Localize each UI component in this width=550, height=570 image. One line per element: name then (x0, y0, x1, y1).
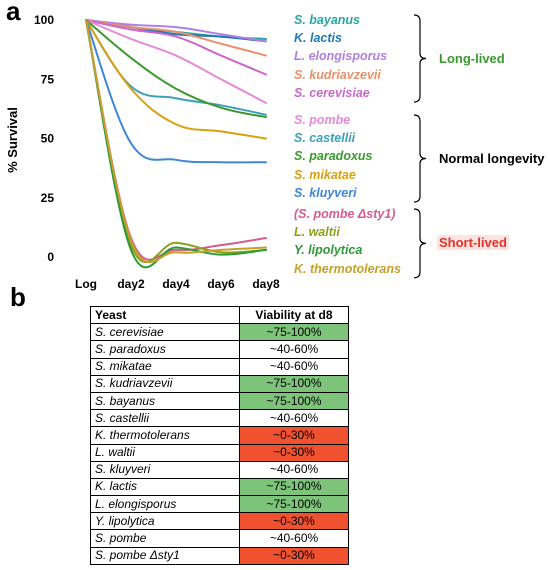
viability-cell: ~75-100% (239, 323, 349, 342)
x-tick-label: day2 (117, 277, 145, 291)
legend-item: S. kluyveri (294, 185, 357, 200)
x-tick-label: day6 (207, 277, 235, 291)
table-row: K. thermotolerans ~0-30% (90, 426, 349, 445)
viability-cell: ~75-100% (239, 477, 349, 497)
viability-cell: ~0-30% (239, 426, 349, 445)
y-tick-label: 75 (41, 72, 55, 86)
table-row: S. castellii ~40-60% (90, 409, 349, 428)
table-header-row: Yeast Viability at d8 (90, 305, 349, 325)
viability-cell: ~0-30% (239, 443, 349, 462)
series-line (85, 19, 267, 164)
legend-item: K. lactis (294, 31, 342, 46)
yeast-name-cell: S. castellii (90, 409, 240, 428)
series-line (85, 19, 267, 119)
panel-b-label: b (10, 282, 26, 312)
yeast-name-cell: S. pombe (90, 529, 240, 548)
table-row: S. bayanus ~75-100% (90, 391, 349, 411)
series-line (85, 19, 267, 104)
viability-cell: ~75-100% (239, 374, 349, 393)
group-bracket (413, 208, 427, 279)
series-line (85, 19, 267, 269)
group-label: Short-lived (437, 235, 509, 251)
y-tick-label: 50 (41, 132, 55, 146)
group-label: Normal longevity (439, 150, 545, 166)
yeast-name-cell: S. pombe Δsty1 (90, 546, 240, 565)
panel-a-label: a (6, 0, 21, 26)
viability-cell: ~40-60% (239, 409, 349, 428)
group-label: Long-lived (439, 50, 505, 66)
survival-chart: % Survival 0 25 50 75 100 Log day2 day4 day6 day8 (5, 13, 280, 291)
table-row: S. mikatae ~40-60% (90, 357, 349, 376)
group-bracket (413, 114, 427, 203)
viability-cell: ~0-30% (239, 512, 349, 531)
table-row: L. waltii ~0-30% (90, 443, 349, 462)
viability-cell: ~75-100% (239, 495, 349, 514)
legend-item: L. elongisporus (294, 49, 388, 64)
legend-item: S. paradoxus (294, 149, 373, 164)
legend-item: S. castellii (294, 131, 356, 146)
y-axis-label: % Survival (5, 107, 20, 173)
legend-item: K. thermotolerans (294, 261, 401, 276)
yeast-name-cell: K. lactis (90, 477, 240, 497)
yeast-column-header: Yeast (90, 305, 240, 325)
table-row: S. paradoxus ~40-60% (90, 340, 349, 359)
legend-item: L. waltii (294, 225, 340, 240)
legend-item: S. pombe (294, 113, 351, 127)
table-row: Y. lipolytica ~0-30% (90, 512, 349, 531)
series-line (85, 19, 267, 140)
viability-cell: ~75-100% (239, 391, 349, 411)
table-row: S. kudriavzevii ~75-100% (90, 374, 349, 393)
viability-cell: ~40-60% (239, 529, 349, 548)
viability-cell: ~40-60% (239, 340, 349, 359)
x-tick-label: day4 (162, 277, 190, 291)
legend-item: S. mikatae (294, 167, 356, 182)
viability-cell: ~0-30% (239, 546, 349, 565)
table-row: K. lactis ~75-100% (90, 477, 349, 497)
yeast-name-cell: S. paradoxus (90, 340, 240, 359)
y-tick-label: 0 (47, 250, 54, 264)
yeast-name-cell: K. thermotolerans (90, 426, 240, 445)
legend-item: (S. pombe Δsty1) (294, 207, 396, 221)
yeast-name-cell: S. bayanus (90, 391, 240, 411)
viability-column-header: Viability at d8 (239, 305, 349, 325)
yeast-name-cell: S. cerevisiae (90, 323, 240, 342)
yeast-name-cell: S. kudriavzevii (90, 374, 240, 393)
group-bracket (413, 14, 427, 103)
series-line (85, 19, 267, 76)
y-tick-label: 100 (34, 13, 54, 27)
series-line (85, 19, 267, 43)
legend-item: S. kudriavzevii (294, 67, 381, 82)
x-tick-label: day8 (252, 277, 280, 291)
x-tick-label: Log (75, 277, 97, 291)
viability-table: Yeast Viability at d8 S. cerevisiae ~75-1… (90, 305, 349, 565)
table-row: S. cerevisiae ~75-100% (90, 323, 349, 342)
yeast-name-cell: Y. lipolytica (90, 512, 240, 531)
viability-cell: ~40-60% (239, 357, 349, 376)
viability-cell: ~40-60% (239, 460, 349, 479)
table-row: S. pombe ~40-60% (90, 529, 349, 548)
legend-item: Y. lipolytica (294, 243, 363, 258)
series-line (85, 19, 267, 57)
series-line (85, 19, 267, 264)
table-row: L. elongisporus ~75-100% (90, 495, 349, 514)
yeast-name-cell: S. mikatae (90, 357, 240, 376)
yeast-name-cell: L. waltii (90, 443, 240, 462)
legend-item: S. cerevisiae (294, 85, 370, 100)
yeast-name-cell: L. elongisporus (90, 495, 240, 514)
table-row: S. kluyveri ~40-60% (90, 460, 349, 479)
yeast-name-cell: S. kluyveri (90, 460, 240, 479)
table-row: S. pombe Δsty1 ~0-30% (90, 546, 349, 565)
legend-item: S. bayanus (294, 13, 360, 27)
y-tick-label: 25 (41, 191, 55, 205)
